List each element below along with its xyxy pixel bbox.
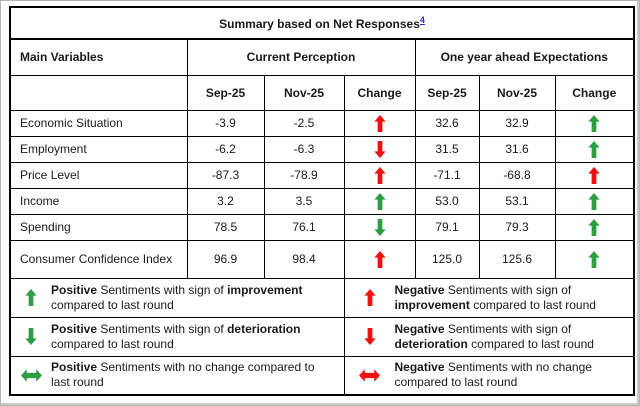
change-arrow-icon [343,187,416,215]
value-cell: 79.3 [478,213,556,241]
value-cell: -71.1 [414,161,480,189]
value-cell: 32.9 [478,109,556,137]
row-label: Consumer Confidence Index [9,239,188,279]
table-title-text: Summary based on Net Responses [219,17,420,31]
group-header-one-year-ahead: One year ahead Expectations [414,38,635,76]
value-cell: -78.9 [263,161,345,189]
column-header-ahead-change: Change [554,74,635,111]
column-header-ahead-nov25: Nov-25 [478,74,556,111]
change-arrow-icon [343,161,416,189]
table-row-spending: Spending 78.5 76.1 79.1 79.3 [9,213,635,241]
legend-item-positive-improvement: Positive Sentiments with sign of improve… [9,277,345,318]
row-label: Income [9,187,188,215]
group-header-current-perception: Current Perception [186,38,416,76]
change-arrow-icon [554,161,635,189]
value-cell: 76.1 [263,213,345,241]
row-label: Spending [9,213,188,241]
green-down-arrow-icon [11,328,51,345]
value-cell: 125.0 [414,239,480,279]
net-responses-summary-table: Summary based on Net Responses4 Main Var… [9,6,636,396]
table-row-employment: Employment -6.2 -6.3 31.5 31.6 [9,135,635,163]
value-cell: 53.1 [478,187,556,215]
value-cell: 3.2 [186,187,265,215]
red-up-arrow-icon [345,289,394,306]
value-cell: 98.4 [263,239,345,279]
table-row-consumer-confidence-index: Consumer Confidence Index 96.9 98.4 125.… [9,239,635,279]
table-title: Summary based on Net Responses4 [9,6,635,40]
legend-text: Positive Sentiments with sign of deterio… [51,321,301,351]
row-label: Employment [9,135,188,163]
table-row-economic-situation: Economic Situation -3.9 -2.5 32.6 32.9 [9,109,635,137]
value-cell: -87.3 [186,161,265,189]
change-arrow-icon [554,187,635,215]
value-cell: 96.9 [186,239,265,279]
column-header-ahead-sep25: Sep-25 [414,74,480,111]
change-arrow-icon [554,109,635,137]
column-header-current-change: Change [343,74,416,111]
value-cell: 78.5 [186,213,265,241]
value-cell: 53.0 [414,187,480,215]
value-cell: -6.3 [263,135,345,163]
column-header-current-nov25: Nov-25 [263,74,345,111]
change-arrow-icon [343,213,416,241]
value-cell: 31.5 [414,135,480,163]
red-left-right-arrow-icon [345,368,394,382]
row-label: Price Level [9,161,188,189]
legend-text: Positive Sentiments with no change compa… [51,360,315,390]
change-arrow-icon [554,213,635,241]
footnote-link[interactable]: 4 [419,15,425,25]
column-header-empty [9,74,188,111]
table-row-price-level: Price Level -87.3 -78.9 -71.1 -68.8 [9,161,635,189]
value-cell: 32.6 [414,109,480,137]
value-cell: -68.8 [478,161,556,189]
legend-row-improvement: Positive Sentiments with sign of improve… [9,277,635,318]
legend-item-positive-no-change: Positive Sentiments with no change compa… [9,355,345,396]
legend-text: Positive Sentiments with sign of improve… [51,282,303,312]
row-label: Economic Situation [9,109,188,137]
value-cell: -6.2 [186,135,265,163]
green-left-right-arrow-icon [11,368,51,382]
value-cell: 125.6 [478,239,556,279]
change-arrow-icon [343,239,416,279]
value-cell: -2.5 [263,109,345,137]
value-cell: 79.1 [414,213,480,241]
legend-item-negative-deterioration: Negative Sentiments with sign of deterio… [343,316,635,357]
legend-row-no-change: Positive Sentiments with no change compa… [9,355,635,396]
change-arrow-icon [554,239,635,279]
table-row-income: Income 3.2 3.5 53.0 53.1 [9,187,635,215]
change-arrow-icon [554,135,635,163]
legend-text: Negative Sentiments with sign of improve… [394,282,596,312]
legend-item-positive-deterioration: Positive Sentiments with sign of deterio… [9,316,345,357]
green-up-arrow-icon [11,289,51,306]
legend-item-negative-no-change: Negative Sentiments with no change compa… [343,355,635,396]
change-arrow-icon [343,135,416,163]
value-cell: -3.9 [186,109,265,137]
red-down-arrow-icon [345,328,394,345]
value-cell: 31.6 [478,135,556,163]
legend-text: Negative Sentiments with sign of deterio… [394,321,594,351]
column-header-main-variables: Main Variables [9,38,188,76]
value-cell: 3.5 [263,187,345,215]
legend-row-deterioration: Positive Sentiments with sign of deterio… [9,316,635,357]
change-arrow-icon [343,109,416,137]
legend-text: Negative Sentiments with no change compa… [394,360,592,390]
legend-item-negative-improvement: Negative Sentiments with sign of improve… [343,277,635,318]
column-header-current-sep25: Sep-25 [186,74,265,111]
